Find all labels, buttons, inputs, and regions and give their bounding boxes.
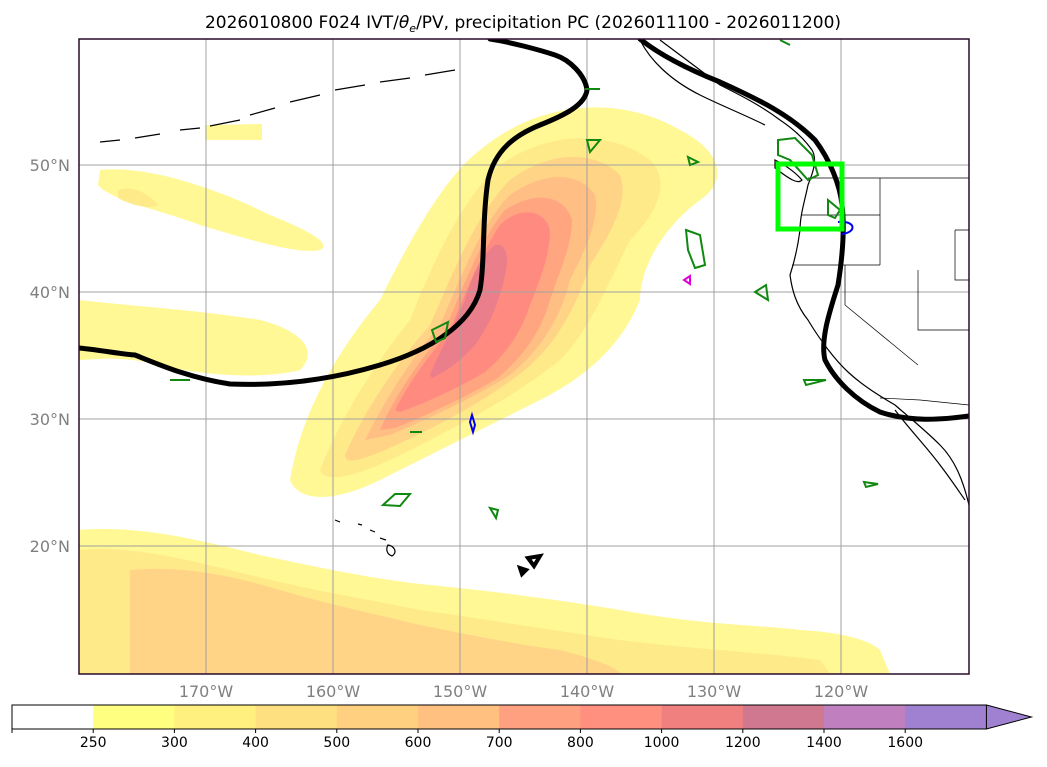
- lon-label-150w: 150°W: [433, 682, 488, 701]
- coastline-aleutians: [99, 69, 456, 143]
- precip-green-socal: [802, 379, 827, 387]
- ivt-400-southern: [130, 568, 620, 674]
- colorbar-segment: [661, 705, 744, 729]
- colorbar-segment: [336, 705, 419, 729]
- precip-green-ar-west: [430, 320, 450, 344]
- lon-label-120w: 120°W: [814, 682, 869, 701]
- lon-label-160w: 160°W: [306, 682, 361, 701]
- pv-contour-main: [79, 39, 590, 387]
- colorbar-tick-label: 700: [486, 735, 513, 751]
- border-montana: [954, 229, 969, 281]
- precipitation-contours: [170, 39, 879, 578]
- precip-green-offshore: [753, 283, 770, 302]
- colorbar-tick-label: 300: [161, 735, 188, 751]
- precip-green-small: [487, 506, 500, 521]
- lon-label-130w: 130°W: [687, 682, 742, 701]
- precip-magenta-offshore: [682, 274, 691, 286]
- lat-label-40n: 40°N: [30, 283, 70, 302]
- colorbar-segment: [255, 705, 338, 729]
- political-borders: [792, 177, 969, 406]
- precip-blue-pacific: [468, 411, 477, 436]
- colorbar-tick-label: 800: [567, 735, 594, 751]
- border-utah-az: [917, 270, 969, 331]
- colorbar-tick-label: 600: [405, 735, 432, 751]
- colorbar-segment: [499, 705, 581, 729]
- precip-green-oregon: [827, 197, 842, 220]
- colorbar-tick-label: 1200: [725, 735, 761, 751]
- lon-label-140w: 140°W: [560, 682, 615, 701]
- colorbar-segment: [824, 705, 906, 729]
- lat-labels: 50°N 40°N 30°N 20°N: [30, 156, 70, 556]
- precip-green-top: [779, 39, 791, 46]
- coastline-gulf-of-california: [894, 409, 966, 501]
- precip-black-blob: [516, 553, 544, 578]
- precip-green-subtropic: [380, 493, 413, 508]
- map-frame: [78, 38, 970, 675]
- colorbar-segment: [12, 705, 94, 729]
- pv-contours: [79, 39, 969, 422]
- lat-label-30n: 30°N: [30, 410, 70, 429]
- lon-labels: 170°W 160°W 150°W 140°W 130°W 120°W: [179, 682, 869, 701]
- coastlines: [99, 39, 969, 557]
- colorbar-segment: [93, 705, 175, 729]
- colorbar-tick-label: 1400: [806, 735, 842, 751]
- ivt-filled-contours: [79, 107, 890, 674]
- border-mexico: [879, 397, 969, 406]
- ivt-250-western-band: [98, 169, 324, 251]
- colorbar: 250 300 400 500 600 700 800 1000 1200 1400 1600: [11, 704, 1034, 751]
- lon-label-170w: 170°W: [179, 682, 234, 701]
- border-ca-nv: [844, 265, 919, 366]
- colorbar-segment: [174, 705, 257, 729]
- colorbar-segment: [418, 705, 500, 729]
- map-title: 2026010800 F024 IVT/θe/PV, precipitation…: [205, 13, 841, 35]
- colorbar-segment: [742, 705, 825, 729]
- colorbar-extend-arrow: [985, 704, 1034, 730]
- pv-contour-east: [637, 39, 969, 422]
- precip-green-ne-pacific: [684, 228, 707, 270]
- colorbar-tick-label: 250: [80, 735, 107, 751]
- colorbar-tick-label: 400: [242, 735, 269, 751]
- colorbar-tick-label: 1600: [887, 735, 923, 751]
- coastline-alaska-panhandle: [639, 39, 766, 126]
- colorbar-tick-label: 500: [323, 735, 350, 751]
- ivt-250-aleutian-strip: [205, 124, 262, 140]
- precip-green-baja: [862, 480, 879, 489]
- colorbar-segment: [580, 705, 663, 729]
- lat-label-20n: 20°N: [30, 537, 70, 556]
- precip-green-vancouver: [777, 136, 820, 182]
- region-highlight-box: [775, 161, 845, 232]
- precip-green-north: [585, 139, 603, 155]
- coastline-hawaii: [334, 519, 396, 557]
- coastline-north-america: [659, 39, 969, 506]
- colorbar-tick-label: 1000: [644, 735, 680, 751]
- ivt-300-western-patch: [118, 188, 158, 208]
- precip-green-mid: [686, 155, 701, 167]
- lat-label-50n: 50°N: [30, 156, 70, 175]
- colorbar-segment: [905, 705, 987, 729]
